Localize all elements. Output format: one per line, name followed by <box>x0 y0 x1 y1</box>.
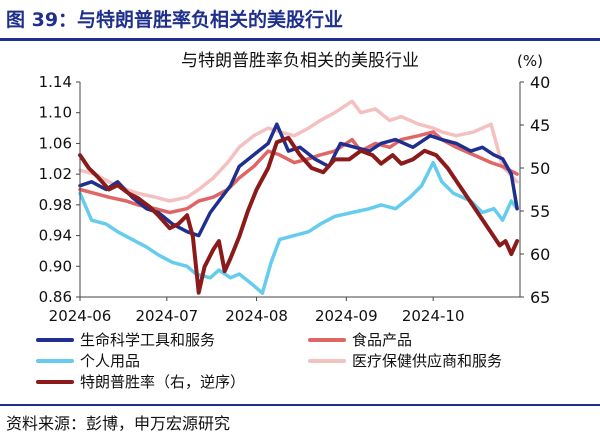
footer-divider <box>0 404 600 406</box>
source-note: 资料来源：彭博，申万宏源研究 <box>6 414 231 433</box>
x-axis-tick-label: 2024-06 <box>49 307 112 325</box>
series-line-3 <box>78 99 519 203</box>
legend-label: 食品产品 <box>352 331 412 349</box>
legend-item-4: 特朗普胜率（右，逆序） <box>36 373 245 391</box>
legend-item-0: 生命科学工具和服务 <box>36 331 215 349</box>
left-axis-tick-label: 1.06 <box>39 134 72 152</box>
x-axis-tick-label: 2024-07 <box>135 307 198 325</box>
legend-label: 特朗普胜率（右，逆序） <box>80 373 245 391</box>
figure-header: 图 39：与特朗普胜率负相关的美股行业 <box>0 0 600 41</box>
legend-item-1: 食品产品 <box>308 331 412 349</box>
left-axis-tick-label: 0.98 <box>39 196 72 214</box>
right-axis-tick-label: 45 <box>530 116 550 135</box>
series-layer <box>78 99 520 295</box>
x-axis-tick-label: 2024-10 <box>402 307 465 325</box>
axes-layer: 1.14 1.10 1.06 1.02 0.98 0.94 0.90 0.86 40 45 50 55… <box>39 73 551 325</box>
series-line-0 <box>78 122 519 238</box>
figure-title: 图 39：与特朗普胜率负相关的美股行业 <box>6 9 344 31</box>
right-axis-tick-label: 55 <box>530 202 550 221</box>
legend-label: 医疗保健供应商和服务 <box>352 352 502 370</box>
left-axis-tick-label: 1.02 <box>39 165 72 183</box>
series-line-2 <box>78 160 519 295</box>
right-axis-tick-label: 40 <box>530 73 550 92</box>
left-axis-tick-label: 1.14 <box>39 73 72 91</box>
left-axis-tick-label: 1.10 <box>39 104 72 122</box>
chart: 与特朗普胜率负相关的美股行业 (%) 1.14 1.10 1.06 1.02 0.98 0… <box>36 51 551 391</box>
series-line-4 <box>78 135 520 295</box>
legend-label: 生命科学工具和服务 <box>80 331 215 349</box>
right-axis-tick-label: 65 <box>530 288 550 307</box>
legend-label: 个人用品 <box>80 352 140 370</box>
right-axis-tick-label: 60 <box>530 245 550 264</box>
chart-title: 与特朗普胜率负相关的美股行业 <box>181 51 419 71</box>
x-axis-tick-label: 2024-08 <box>225 307 288 325</box>
legend-item-3: 医疗保健供应商和服务 <box>308 352 502 370</box>
left-axis-tick-label: 0.86 <box>39 288 72 306</box>
legend-item-2: 个人用品 <box>36 352 140 370</box>
left-axis-tick-label: 0.94 <box>39 227 72 245</box>
right-axis-unit: (%) <box>517 52 543 70</box>
x-axis-tick-label: 2024-09 <box>315 307 378 325</box>
left-axis-tick-label: 0.90 <box>39 257 72 275</box>
right-axis-tick-label: 50 <box>530 159 550 178</box>
